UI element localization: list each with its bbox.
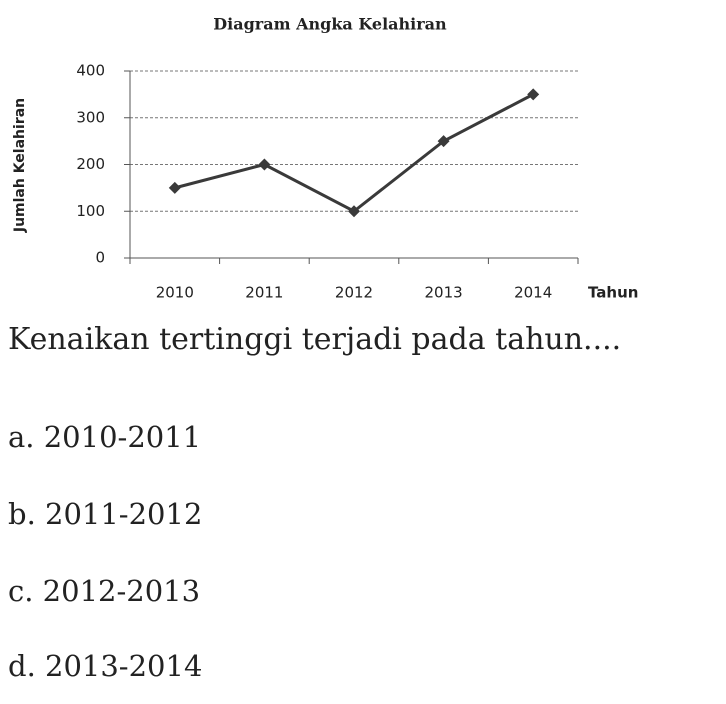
x-tick-label: 2012: [335, 284, 373, 302]
x-tick-label: 2011: [245, 284, 283, 302]
marker: [258, 158, 271, 171]
option: d. 2013-2014: [8, 649, 203, 683]
option: a. 2010-2011: [8, 420, 202, 454]
y-tick-label: 200: [76, 155, 105, 173]
y-tick-label: 300: [76, 108, 105, 126]
y-tick-label: 400: [76, 62, 105, 80]
chart: Diagram Angka Kelahiran Jumlah Kelahiran…: [12, 15, 638, 302]
y-axis-label: Jumlah Kelahiran: [12, 98, 28, 233]
marker: [527, 88, 540, 101]
x-axis-label: Tahun: [588, 284, 638, 302]
question: Kenaikan tertinggi terjadi pada tahun...…: [8, 322, 622, 357]
x-tick-label: 2013: [425, 284, 463, 302]
option: c. 2012-2013: [8, 574, 201, 608]
y-tick-label: 0: [95, 249, 105, 267]
x-tick-label: 2010: [156, 284, 194, 302]
marker: [168, 181, 181, 194]
chart-title: Diagram Angka Kelahiran: [213, 15, 447, 34]
marker: [348, 205, 360, 218]
y-tick-label: 100: [76, 202, 105, 220]
marker: [437, 135, 450, 148]
line: [174, 93, 534, 214]
x-tick-label: 2014: [514, 284, 552, 302]
option: b. 2011-2012: [8, 497, 203, 531]
